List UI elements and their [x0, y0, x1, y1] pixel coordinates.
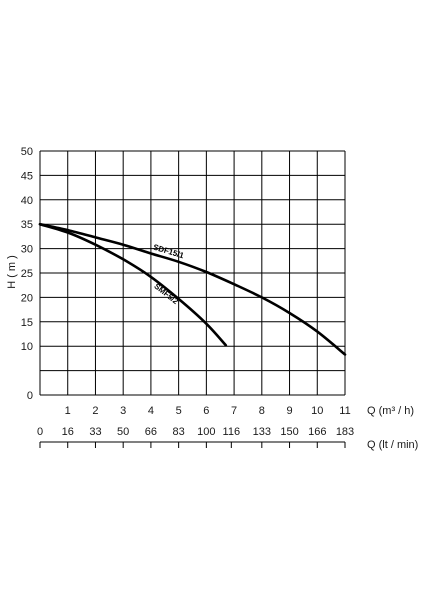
secondary-x-axis-label: Q (lt / min): [367, 439, 418, 451]
y-axis-label: H ( m ): [6, 255, 18, 289]
secondary-axis: 0 16 33 50 66 83 100 116 133 150 166 183: [37, 426, 354, 448]
x-axis-ticks: 1 2 3 4 5 6 7 8 9 10 11: [65, 405, 351, 417]
secondary-tick-label: 100: [197, 426, 215, 438]
secondary-tick-label: 16: [62, 426, 74, 438]
series-label: SMF5/2: [152, 282, 180, 307]
secondary-tick-label: 0: [37, 426, 43, 438]
secondary-tick-label: 133: [253, 426, 271, 438]
x-tick-label: 3: [120, 405, 126, 417]
y-tick-label: 20: [21, 292, 33, 304]
x-tick-label: 9: [286, 405, 292, 417]
x-tick-label: 11: [339, 405, 350, 417]
y-tick-label: 40: [21, 195, 33, 207]
x-tick-label: 10: [311, 405, 323, 417]
y-tick-label: 50: [21, 146, 33, 158]
grid: [39, 150, 346, 396]
secondary-tick-label: 166: [308, 426, 326, 438]
x-tick-label: 7: [231, 405, 237, 417]
series-line-sdf15-1: [38, 222, 347, 356]
secondary-tick-label: 83: [173, 426, 185, 438]
secondary-tick-label: 66: [145, 426, 157, 438]
y-tick-label: 25: [21, 268, 33, 280]
x-tick-label: 1: [65, 405, 71, 417]
secondary-tick-label: 150: [280, 426, 298, 438]
x-tick-label: 8: [259, 405, 265, 417]
x-tick-label: 5: [176, 405, 182, 417]
y-axis-ticks: 0 10 15 20 25 30 35 40 45 50: [21, 146, 33, 402]
y-tick-label: 0: [27, 390, 33, 402]
secondary-tick-label: 183: [336, 426, 354, 438]
y-tick-label: 45: [21, 170, 33, 182]
y-tick-label: 35: [21, 219, 33, 231]
y-tick-label: 10: [21, 341, 33, 353]
series-line-smf5-2: [38, 222, 228, 347]
y-tick-label: 15: [21, 317, 33, 329]
secondary-tick-label: 116: [223, 426, 241, 438]
x-tick-label: 2: [92, 405, 98, 417]
x-tick-label: 4: [148, 405, 154, 417]
x-tick-label: 6: [203, 405, 209, 417]
x-axis-label: Q (m³ / h): [367, 405, 414, 417]
secondary-tick-label: 33: [89, 426, 101, 438]
secondary-tick-label: 50: [117, 426, 129, 438]
y-tick-label: 30: [21, 244, 33, 256]
